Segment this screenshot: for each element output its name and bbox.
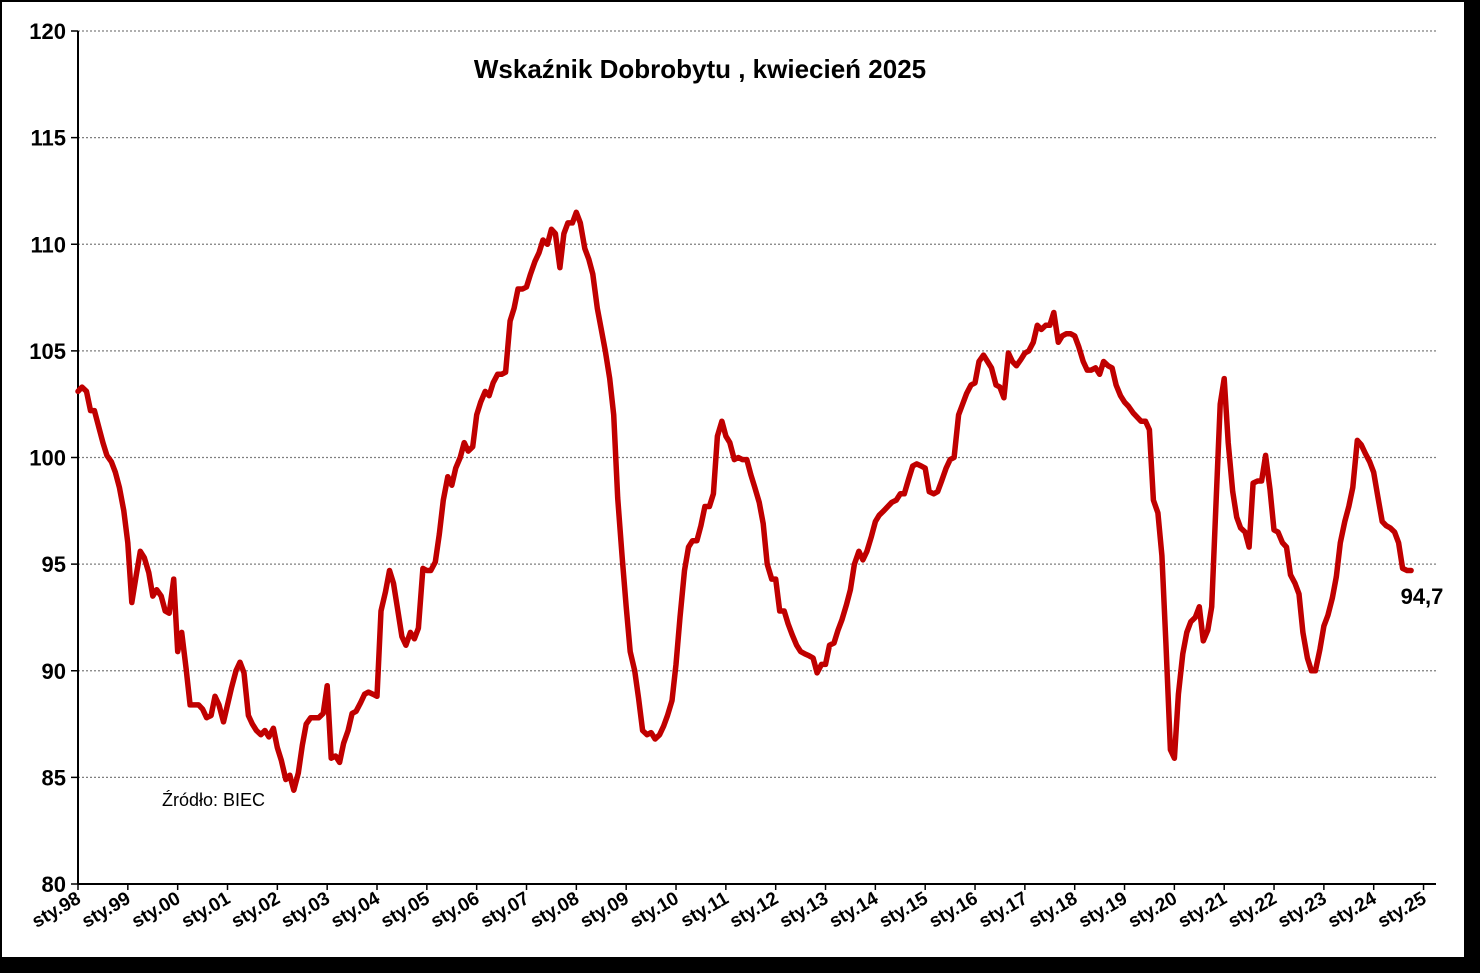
x-tick-label: sty.16: [926, 888, 982, 932]
y-tick-label: 115: [31, 126, 67, 151]
x-tick-label: sty.00: [128, 888, 184, 932]
x-tick-label: sty.02: [228, 888, 284, 932]
y-tick-label: 95: [42, 552, 66, 577]
y-tick-label: 100: [29, 446, 66, 471]
x-tick-labels: sty.98sty.99sty.00sty.01sty.02sty.03sty.…: [29, 888, 1431, 933]
x-tick-label: sty.17: [975, 888, 1031, 932]
x-tick-label: sty.15: [876, 888, 932, 933]
y-tick-labels: 80 85 90 95 100 105 110 115 120: [29, 19, 66, 897]
x-tick-label: sty.08: [527, 888, 583, 932]
x-tick-label: sty.10: [627, 888, 683, 932]
chart-svg: 80 85 90 95 100 105 110 115 120 sty.98sty.99sty.…: [29, 19, 1444, 933]
x-tick-label: sty.14: [826, 888, 882, 933]
source-note: Źródło: BIEC: [162, 790, 265, 810]
x-tick-label: sty.09: [577, 888, 633, 932]
x-tick-label: sty.20: [1125, 888, 1181, 932]
x-tick-label: sty.99: [78, 888, 134, 932]
x-tick-label: sty.21: [1175, 888, 1231, 933]
x-tick-label: sty.05: [377, 888, 433, 933]
x-tick-label: sty.18: [1025, 888, 1081, 932]
x-tick-label: sty.03: [278, 888, 334, 932]
last-value-label: 94,7: [1401, 584, 1444, 609]
y-tick-label: 80: [42, 872, 66, 897]
series-line: [75, 209, 1414, 793]
x-tick-label: sty.07: [477, 888, 533, 932]
y-tick-label: 85: [42, 765, 66, 790]
grid-lines: [78, 30, 1436, 779]
x-tick-label: sty.04: [328, 888, 384, 933]
x-tick-label: sty.19: [1075, 888, 1131, 932]
x-tick-label: sty.22: [1225, 888, 1281, 932]
x-tick-label: sty.24: [1324, 888, 1380, 933]
axes: [71, 30, 1436, 890]
x-tick-label: sty.13: [776, 888, 832, 932]
x-tick-label: sty.12: [726, 888, 782, 932]
x-tick-label: sty.25: [1374, 888, 1430, 933]
x-tick-label: sty.06: [427, 888, 483, 932]
y-tick-label: 110: [31, 232, 67, 257]
y-tick-label: 90: [42, 659, 66, 684]
y-tick-label: 120: [29, 19, 66, 44]
x-tick-label: sty.01: [178, 888, 234, 933]
chart-title: Wskaźnik Dobrobytu , kwiecień 2025: [474, 54, 926, 84]
y-tick-label: 105: [29, 339, 66, 364]
chart-frame: [0, 0, 1466, 959]
x-tick-label: sty.23: [1274, 888, 1330, 932]
x-tick-label: sty.11: [677, 888, 732, 932]
